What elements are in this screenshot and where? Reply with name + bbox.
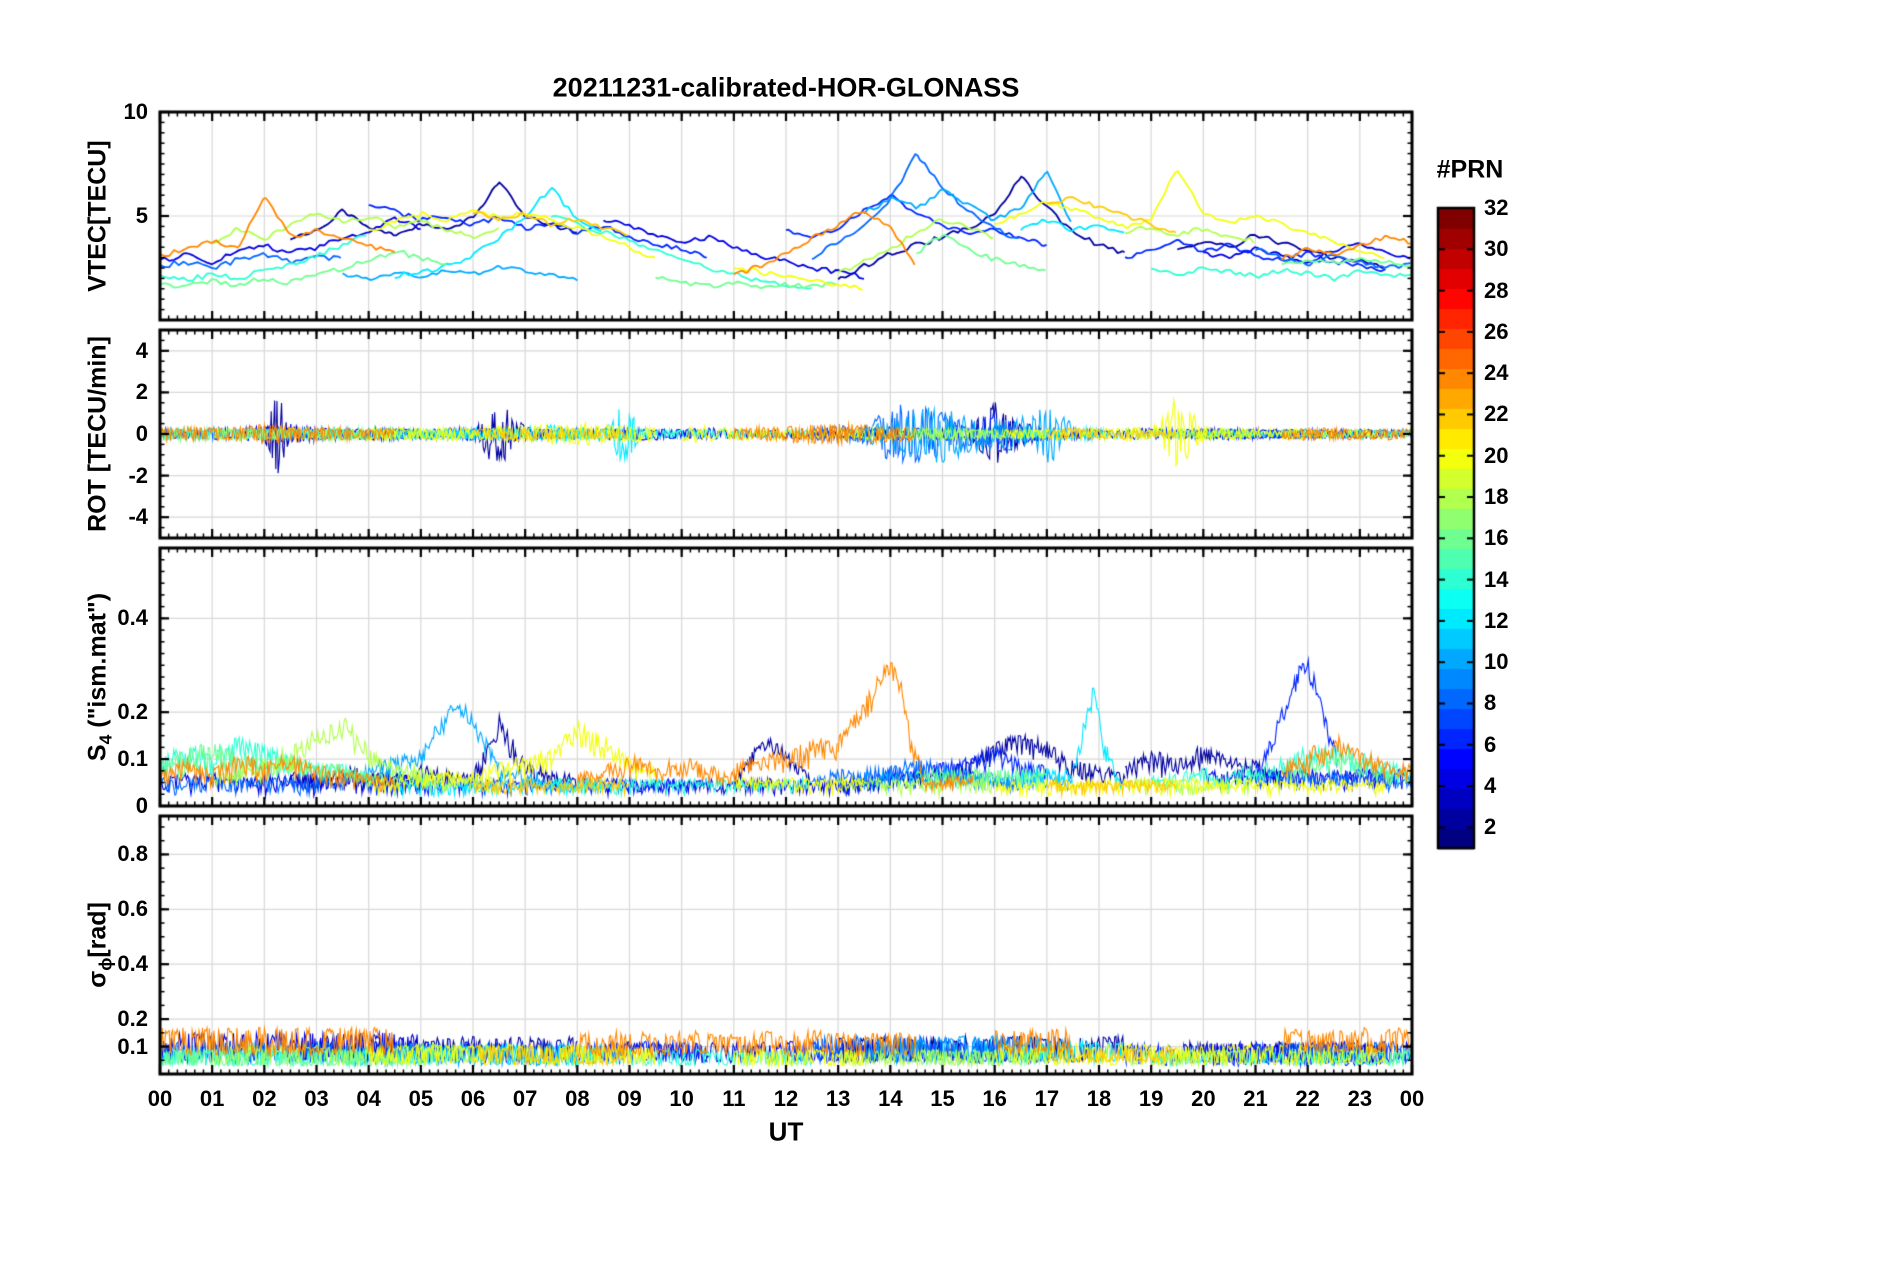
y-tick-label: 0.6 [117, 896, 148, 922]
x-tick-label: 07 [512, 1086, 538, 1111]
colorbar-tick-label: 18 [1484, 484, 1509, 510]
rot-axis-label-text: ROT [TECU/min] [83, 336, 112, 532]
colorbar-tick-label: 6 [1484, 731, 1497, 757]
x-tick-label: 16 [982, 1086, 1007, 1111]
y-tick-label: 0 [135, 421, 148, 446]
x-tick-label: 23 [1347, 1086, 1373, 1111]
x-tick-label: 18 [1086, 1086, 1112, 1111]
x-tick-label: 05 [408, 1086, 434, 1111]
x-tick-label: 14 [878, 1086, 903, 1111]
x-tick-label: 01 [199, 1086, 225, 1111]
x-tick-label: 19 [1138, 1086, 1164, 1111]
colorbar-title: #PRN [1436, 155, 1504, 184]
vtec-axis-label-text: VTEC[TECU] [83, 140, 112, 292]
x-tick-label: 21 [1243, 1086, 1268, 1111]
y-tick-label: 10 [123, 99, 148, 124]
colorbar-tick-label: 30 [1484, 236, 1509, 262]
x-tick-label: 12 [773, 1086, 799, 1111]
rot-axis-label: ROT [TECU/min] [84, 336, 117, 532]
colorbar-tick-label: 22 [1484, 401, 1509, 427]
x-tick-label: 00 [147, 1086, 173, 1111]
x-tick-label: 13 [825, 1086, 851, 1111]
x-tick-label: 06 [460, 1086, 486, 1111]
sigma-phi-panel [160, 816, 1412, 1074]
y-tick-label: 0.1 [117, 746, 148, 772]
colorbar-tick-label: 24 [1484, 360, 1509, 386]
colorbar-tick-label: 8 [1484, 690, 1497, 716]
x-tick-label: 04 [356, 1086, 381, 1111]
x-tick-label: 17 [1034, 1086, 1060, 1111]
x-tick-label: 03 [304, 1086, 329, 1111]
x-tick-label: 09 [617, 1086, 642, 1111]
y-tick-label: 0.4 [117, 951, 148, 977]
colorbar-tick-label: 28 [1484, 277, 1509, 303]
colorbar-tick-label: 16 [1484, 525, 1509, 551]
y-tick-label: 0.8 [117, 841, 148, 867]
colorbar-tick-label: 26 [1484, 318, 1509, 344]
x-tick-label: 22 [1295, 1086, 1320, 1111]
y-tick-label: 4 [135, 337, 148, 363]
y-tick-label: 2 [135, 379, 148, 405]
colorbar-tick-label: 32 [1484, 195, 1509, 220]
colorbar-tick-label: 2 [1484, 814, 1497, 840]
colorbar-tick-label: 12 [1484, 607, 1509, 633]
x-tick-label: 20 [1191, 1086, 1216, 1111]
vtec-axis-label: VTEC[TECU] [84, 140, 117, 291]
s4-panel [160, 548, 1412, 806]
y-tick-label: 0.2 [117, 699, 148, 725]
y-tick-label: -4 [128, 504, 148, 530]
colorbar-tick-label: 20 [1484, 442, 1509, 468]
s4-axis-label-text: S [83, 744, 112, 762]
x-tick-label: 11 [722, 1086, 746, 1111]
x-tick-label: 08 [565, 1086, 590, 1111]
x-tick-label: 00 [1399, 1086, 1425, 1111]
rot-panel [160, 330, 1412, 538]
y-tick-label: -2 [128, 462, 148, 488]
vtec-panel [160, 112, 1412, 320]
x-tick-label: 15 [930, 1086, 955, 1111]
sigma-phi-axis-label: σϕ[rad] [83, 902, 116, 988]
figure-title: 20211231-calibrated-HOR-GLONASS [552, 72, 1020, 103]
x-axis-label: UT [768, 1116, 804, 1147]
colorbar-tick-label: 10 [1484, 649, 1509, 675]
colorbar-tick-label: 4 [1484, 773, 1497, 799]
y-tick-label: 0.4 [117, 605, 148, 631]
x-tick-label: 02 [252, 1086, 277, 1111]
s4-axis-label: S4 ("ism.mat") [83, 592, 116, 762]
y-tick-label: 0.1 [117, 1033, 148, 1059]
x-tick-label: 10 [669, 1086, 694, 1111]
y-tick-label: 0 [135, 793, 148, 818]
y-tick-label: 0.2 [117, 1006, 148, 1032]
sigma-phi-axis-label-text: σ [83, 970, 112, 988]
y-tick-label: 5 [135, 203, 148, 228]
colorbar-tick-label: 14 [1484, 566, 1509, 592]
